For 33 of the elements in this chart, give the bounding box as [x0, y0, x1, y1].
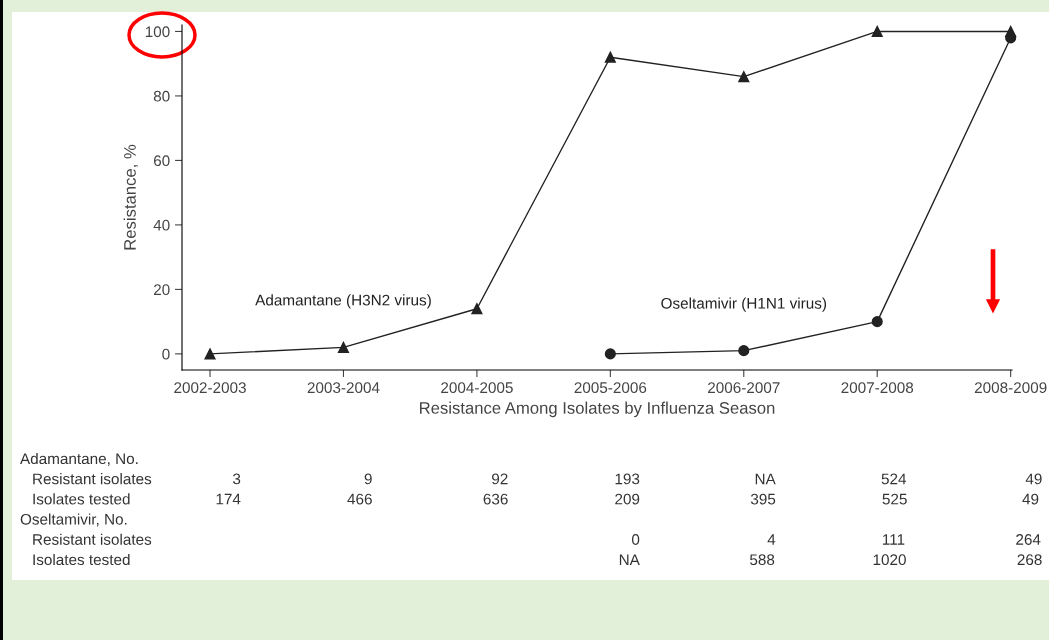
text: Resistant isolates 3 9 92 193 NA 524 49 [33, 473, 1042, 485]
series-label: Adamantane (H3N2 virus) [255, 294, 431, 309]
point [738, 71, 750, 83]
point [604, 51, 616, 63]
x-axis-title: Resistance Among Isolates by Influenza Season [420, 401, 775, 418]
text: Adamantane, No. [20, 452, 138, 466]
point [604, 348, 616, 360]
y-tick-label: 0 [162, 348, 170, 360]
x-tick-label: 2007-2008 [841, 382, 914, 394]
point [471, 303, 483, 315]
y-tick-label: 20 [153, 284, 170, 296]
x-tick-label: 2008-2009 [974, 382, 1047, 394]
point [1005, 25, 1017, 38]
x-tick-label: 2002-2003 [174, 382, 246, 394]
y-tick-label: 80 [153, 90, 170, 102]
text: Isolates tested 174 466 636 209 395 525 49 [33, 493, 1039, 505]
x-tick-label: 2006-2007 [708, 382, 780, 394]
y-tick-label: 100 [145, 26, 170, 38]
x-tick-label: 2004-2005 [441, 382, 513, 394]
series-label: Oseltamivir (H1N1 virus) [661, 297, 827, 312]
point [738, 345, 750, 357]
y-tick-label: 60 [153, 155, 170, 167]
text: Resistant isolates 0 4 111 264 [33, 533, 1041, 545]
text: Isolates tested NA 588 1020 268 [33, 553, 1042, 566]
point [204, 348, 216, 360]
y-tick-label: 40 [153, 219, 170, 231]
point [871, 316, 883, 328]
y-axis-title: Resistance, % [123, 144, 138, 250]
x-tick-label: 2003-2004 [307, 382, 380, 394]
text: Oseltamivir, No. [20, 513, 127, 527]
point [871, 25, 883, 38]
x-tick-label: 2005-2006 [574, 382, 647, 394]
point [337, 341, 350, 353]
